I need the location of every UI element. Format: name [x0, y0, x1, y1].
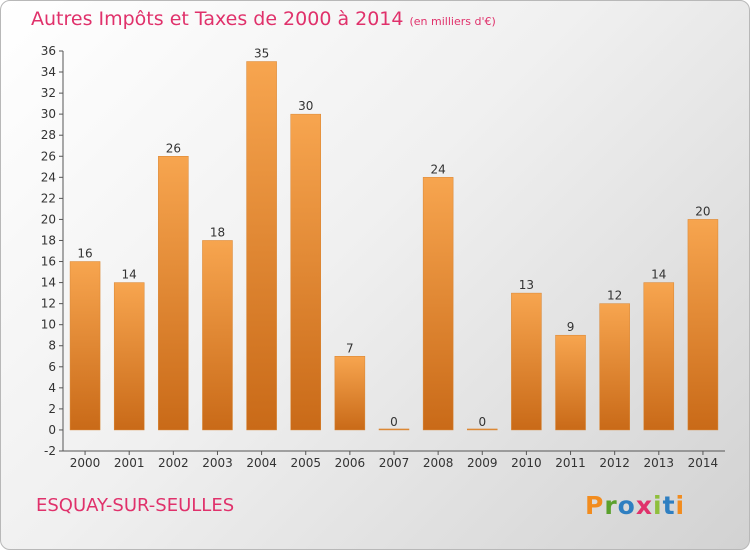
bar-2011 [555, 334, 586, 431]
value-label-2011: 9 [567, 320, 575, 334]
bar-2001 [113, 282, 145, 431]
value-label-2000: 16 [77, 247, 92, 261]
chart-title: Autres Impôts et Taxes de 2000 à 2014 (en… [31, 8, 496, 30]
value-label-2014: 20 [695, 204, 710, 218]
y-tick-label: 12 [41, 297, 56, 311]
y-tick-label: 32 [41, 86, 56, 100]
logo-letter: i [675, 491, 686, 520]
value-label-2007: 0 [390, 415, 398, 429]
x-tick-label: 2002 [158, 456, 189, 470]
x-tick-label: 2011 [555, 456, 586, 470]
bar-2014 [687, 219, 719, 431]
logo-letter: t [662, 491, 676, 520]
y-tick-label: 28 [41, 128, 56, 142]
x-tick-label: 2005 [290, 456, 321, 470]
y-tick-label: 14 [41, 276, 56, 290]
y-tick-label: -2 [44, 444, 56, 458]
x-tick-label: 2008 [423, 456, 454, 470]
bar-2005 [290, 113, 321, 431]
y-tick-label: 4 [48, 381, 56, 395]
chart-bars [69, 61, 719, 431]
value-label-2006: 7 [346, 341, 354, 355]
value-label-2008: 24 [430, 162, 445, 176]
x-tick-label: 2003 [202, 456, 233, 470]
y-tick-label: 18 [41, 233, 56, 247]
y-tick-label: 6 [48, 360, 56, 374]
chart-value-labels: 16 14 26 18 35 30 7 0 24 0 13 9 12 14 20 [77, 47, 710, 429]
y-tick-label: 24 [41, 170, 56, 184]
bar-2008 [422, 177, 454, 431]
bar-2004 [246, 61, 277, 431]
value-label-2009: 0 [478, 415, 486, 429]
y-tick-label: 2 [48, 402, 56, 416]
x-tick-label: 2006 [335, 456, 366, 470]
logo-letter: P [585, 491, 605, 520]
y-tick-label: 22 [41, 191, 56, 205]
value-label-2013: 14 [651, 268, 666, 282]
bar-2007 [378, 428, 410, 431]
x-tick-label: 2001 [114, 456, 145, 470]
x-tick-label: 2010 [511, 456, 542, 470]
x-tick-label: 2000 [70, 456, 101, 470]
y-tick-label: 16 [41, 255, 56, 269]
y-tick-label: 26 [41, 149, 56, 163]
value-label-2004: 35 [254, 47, 269, 61]
commune-name: ESQUAY-SUR-SEULLES [36, 495, 235, 516]
x-tick-label: 2004 [246, 456, 277, 470]
bar-2010 [511, 292, 542, 431]
y-tick-label: 10 [41, 318, 56, 332]
logo-letter: x [635, 491, 653, 520]
chart-unit: (en milliers d'€) [409, 15, 496, 28]
logo-letter: o [617, 491, 636, 520]
bar-2006 [334, 356, 366, 431]
x-tick-label: 2007 [379, 456, 410, 470]
logo-letter: i [653, 491, 663, 520]
bar-2012 [599, 303, 630, 431]
value-label-2005: 30 [298, 99, 313, 113]
bar-2003 [202, 240, 233, 431]
y-tick-label: 36 [41, 44, 56, 58]
y-tick-label: 30 [41, 107, 56, 121]
value-label-2002: 26 [166, 141, 181, 155]
bar-2000 [69, 261, 101, 431]
proxiti-logo[interactable]: Proxiti [585, 491, 685, 520]
chart-title-text: Autres Impôts et Taxes de 2000 à 2014 [31, 8, 404, 30]
value-label-2010: 13 [519, 278, 534, 292]
y-tick-label: 0 [48, 423, 56, 437]
bar-2002 [158, 156, 189, 431]
y-tick-label: 8 [48, 339, 56, 353]
x-tick-label: 2014 [688, 456, 719, 470]
value-label-2012: 12 [607, 289, 622, 303]
bar-2013 [643, 282, 675, 431]
value-label-2003: 18 [210, 225, 225, 239]
value-label-2001: 14 [122, 268, 137, 282]
bar-2009 [467, 428, 498, 431]
x-tick-label: 2013 [644, 456, 675, 470]
x-tick-label: 2012 [599, 456, 630, 470]
logo-letter: r [604, 491, 618, 520]
y-tick-label: 20 [41, 212, 56, 226]
y-tick-label: 34 [41, 65, 56, 79]
x-tick-label: 2009 [467, 456, 498, 470]
